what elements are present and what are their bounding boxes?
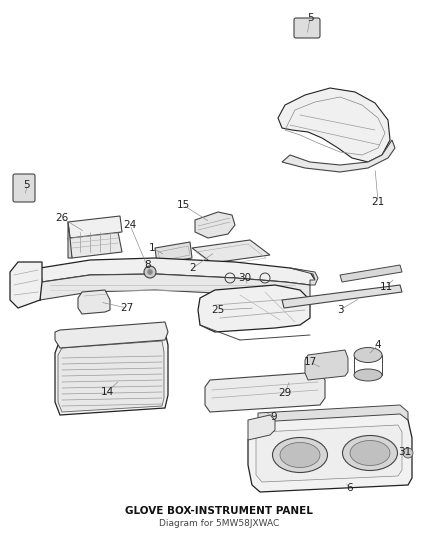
Polygon shape [68,232,122,258]
Ellipse shape [354,369,382,381]
Text: 26: 26 [55,213,69,223]
Polygon shape [305,350,348,380]
Text: 5: 5 [307,13,313,23]
Polygon shape [58,341,164,412]
FancyBboxPatch shape [294,18,320,38]
Circle shape [144,266,156,278]
Text: 25: 25 [212,305,225,315]
Polygon shape [282,285,402,308]
Text: 4: 4 [374,340,381,350]
Polygon shape [278,88,390,162]
Polygon shape [78,290,110,314]
Ellipse shape [280,442,320,467]
Polygon shape [205,372,325,412]
Polygon shape [40,258,315,285]
Polygon shape [192,240,270,263]
Polygon shape [38,268,40,300]
Text: 6: 6 [347,483,353,493]
Circle shape [148,270,152,274]
Text: 5: 5 [24,180,30,190]
FancyBboxPatch shape [13,174,35,202]
Text: 27: 27 [120,303,134,313]
Text: GLOVE BOX-INSTRUMENT PANEL: GLOVE BOX-INSTRUMENT PANEL [125,506,313,516]
Polygon shape [40,274,310,300]
Text: Diagram for 5MW58JXWAC: Diagram for 5MW58JXWAC [159,519,279,528]
Text: 17: 17 [304,357,317,367]
Polygon shape [55,322,168,348]
Text: 14: 14 [100,387,113,397]
Text: 3: 3 [337,305,343,315]
Polygon shape [68,216,122,238]
Text: 2: 2 [190,263,196,273]
Text: 31: 31 [399,447,412,457]
Text: 15: 15 [177,200,190,210]
Polygon shape [340,265,402,282]
Text: 21: 21 [371,197,385,207]
Polygon shape [256,425,402,482]
Polygon shape [290,268,318,285]
Text: 1: 1 [148,243,155,253]
Ellipse shape [350,440,390,465]
Ellipse shape [354,348,382,362]
Ellipse shape [272,438,328,472]
Text: 11: 11 [379,282,392,292]
Circle shape [403,448,413,458]
Polygon shape [258,405,408,422]
Polygon shape [248,415,275,440]
Polygon shape [10,262,42,308]
Polygon shape [282,140,395,172]
Text: 24: 24 [124,220,137,230]
Polygon shape [198,285,310,332]
Text: 30: 30 [238,273,251,283]
Text: 29: 29 [279,388,292,398]
Text: 9: 9 [271,412,277,422]
Polygon shape [155,242,192,264]
Polygon shape [55,332,168,415]
Ellipse shape [343,435,398,471]
Text: 8: 8 [145,260,151,270]
Polygon shape [68,222,72,258]
Polygon shape [195,212,235,238]
Polygon shape [248,412,412,492]
